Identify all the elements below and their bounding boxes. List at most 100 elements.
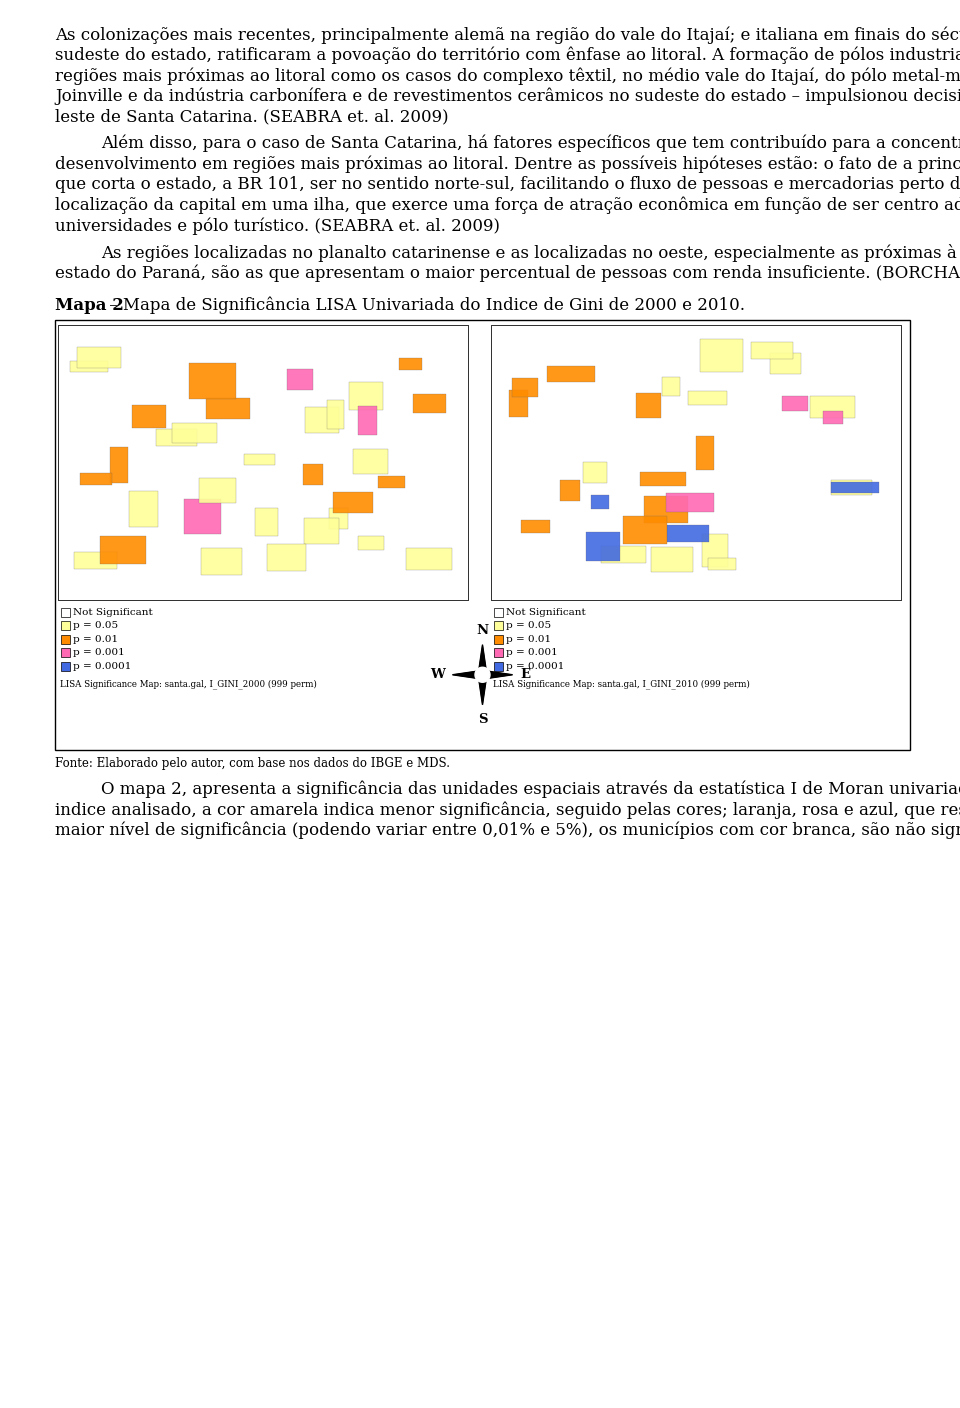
Bar xyxy=(349,383,383,410)
Text: universidades e pólo turístico. (SEABRA et. al. 2009): universidades e pólo turístico. (SEABRA … xyxy=(55,217,500,235)
Polygon shape xyxy=(475,667,490,683)
Bar xyxy=(61,662,70,670)
Bar xyxy=(752,342,793,359)
Bar xyxy=(254,508,278,536)
Bar xyxy=(494,621,503,631)
Text: p = 0.05: p = 0.05 xyxy=(73,621,118,631)
Bar xyxy=(80,473,112,484)
Bar xyxy=(491,325,901,600)
Text: desenvolvimento em regiões mais próximas ao litoral. Dentre as possíveis hipótes: desenvolvimento em regiões mais próximas… xyxy=(55,155,960,173)
Bar xyxy=(132,406,166,428)
Bar xyxy=(267,545,306,572)
Bar xyxy=(129,490,158,527)
Bar xyxy=(810,396,855,418)
Text: Joinville e da indústria carbonífera e de revestimentos cerâmicos no sudeste do : Joinville e da indústria carbonífera e d… xyxy=(55,87,960,106)
Text: Fonte: Elaborado pelo autor, com base nos dados do IBGE e MDS.: Fonte: Elaborado pelo autor, com base no… xyxy=(55,756,450,770)
Text: Not Significant: Not Significant xyxy=(73,608,153,617)
Bar xyxy=(601,546,646,563)
Bar xyxy=(77,346,121,367)
Bar xyxy=(358,406,377,435)
Text: N: N xyxy=(476,624,489,636)
Bar xyxy=(702,535,729,566)
Bar xyxy=(414,394,446,413)
Bar xyxy=(58,325,468,600)
Bar xyxy=(651,548,693,572)
Bar xyxy=(100,536,146,565)
Bar xyxy=(333,491,372,513)
Bar xyxy=(398,358,421,370)
Text: As regiões localizadas no planalto catarinense e as localizadas no oeste, especi: As regiões localizadas no planalto catar… xyxy=(101,244,960,262)
Text: localização da capital em uma ilha, que exerce uma força de atração econômica em: localização da capital em uma ilha, que … xyxy=(55,197,960,214)
Bar xyxy=(55,320,910,749)
Bar xyxy=(189,363,236,398)
Text: p = 0.0001: p = 0.0001 xyxy=(73,662,132,670)
Text: p = 0.01: p = 0.01 xyxy=(506,635,551,643)
Bar xyxy=(110,448,128,483)
Bar xyxy=(494,662,503,670)
Bar xyxy=(636,393,660,418)
Bar xyxy=(405,548,452,570)
Bar xyxy=(61,648,70,658)
Text: As colonizações mais recentes, principalmente alemã na região do vale do Itajaí;: As colonizações mais recentes, principal… xyxy=(55,25,960,44)
Text: E: E xyxy=(520,669,531,681)
Text: p = 0.001: p = 0.001 xyxy=(73,648,125,658)
Bar xyxy=(700,339,742,372)
Text: p = 0.0001: p = 0.0001 xyxy=(506,662,564,670)
Bar xyxy=(329,508,348,529)
Bar xyxy=(377,476,405,489)
Bar xyxy=(512,377,538,397)
Bar xyxy=(491,325,901,600)
Bar xyxy=(781,396,808,411)
Text: W: W xyxy=(430,669,444,681)
Bar xyxy=(326,400,344,429)
Bar xyxy=(61,621,70,631)
Text: O mapa 2, apresenta a significância das unidades espaciais através da estatístic: O mapa 2, apresenta a significância das … xyxy=(101,781,960,798)
Bar xyxy=(287,369,313,390)
Bar xyxy=(303,463,323,484)
Text: LISA Significance Map: santa.gal, I_GINI_2000 (999 perm): LISA Significance Map: santa.gal, I_GINI… xyxy=(60,679,317,689)
Bar xyxy=(623,515,667,543)
Bar xyxy=(58,325,468,600)
Text: indice analisado, a cor amarela indica menor significância, seguido pelas cores;: indice analisado, a cor amarela indica m… xyxy=(55,801,960,819)
Bar xyxy=(591,494,610,510)
Text: p = 0.001: p = 0.001 xyxy=(506,648,558,658)
Bar xyxy=(708,558,735,570)
Bar xyxy=(183,498,221,535)
Bar xyxy=(520,520,550,532)
Bar xyxy=(494,635,503,643)
Text: – Mapa de Significância LISA Univariada do Indice de Gini de 2000 e 2010.: – Mapa de Significância LISA Univariada … xyxy=(104,297,745,314)
Bar xyxy=(830,480,872,494)
Text: estado do Paraná, são as que apresentam o maior percentual de pessoas com renda : estado do Paraná, são as que apresentam … xyxy=(55,265,960,282)
Text: LISA Significance Map: santa.gal, I_GINI_2010 (999 perm): LISA Significance Map: santa.gal, I_GINI… xyxy=(493,679,750,689)
Bar xyxy=(156,429,198,446)
Text: p = 0.01: p = 0.01 xyxy=(73,635,118,643)
Bar xyxy=(583,462,607,483)
Text: leste de Santa Catarina. (SEABRA et. al. 2009): leste de Santa Catarina. (SEABRA et. al.… xyxy=(55,108,448,125)
Bar xyxy=(69,360,108,372)
Bar xyxy=(245,453,275,465)
Bar xyxy=(640,472,685,486)
Text: Além disso, para o caso de Santa Catarina, há fatores específicos que tem contri: Além disso, para o caso de Santa Catarin… xyxy=(101,135,960,152)
Bar xyxy=(823,411,843,424)
Bar xyxy=(770,352,801,373)
Polygon shape xyxy=(452,645,513,705)
Text: sudeste do estado, ratificaram a povoação do território com ênfase ao litoral. A: sudeste do estado, ratificaram a povoaçã… xyxy=(55,46,960,65)
Bar xyxy=(665,493,713,513)
Bar xyxy=(494,648,503,658)
Bar xyxy=(206,398,250,420)
Bar xyxy=(561,480,580,501)
Bar xyxy=(662,377,681,396)
Bar xyxy=(830,482,879,493)
Text: Mapa 2: Mapa 2 xyxy=(55,297,124,314)
Bar xyxy=(357,535,384,549)
Text: regiões mais próximas ao litoral como os casos do complexo têxtil, no médio vale: regiões mais próximas ao litoral como os… xyxy=(55,68,960,84)
Text: Not Significant: Not Significant xyxy=(506,608,586,617)
Bar xyxy=(199,477,236,503)
Bar xyxy=(586,532,620,562)
Text: p = 0.05: p = 0.05 xyxy=(506,621,551,631)
Bar xyxy=(509,390,528,417)
Bar xyxy=(696,436,714,470)
Bar xyxy=(74,552,117,569)
Text: S: S xyxy=(478,712,488,725)
Bar xyxy=(687,391,728,404)
